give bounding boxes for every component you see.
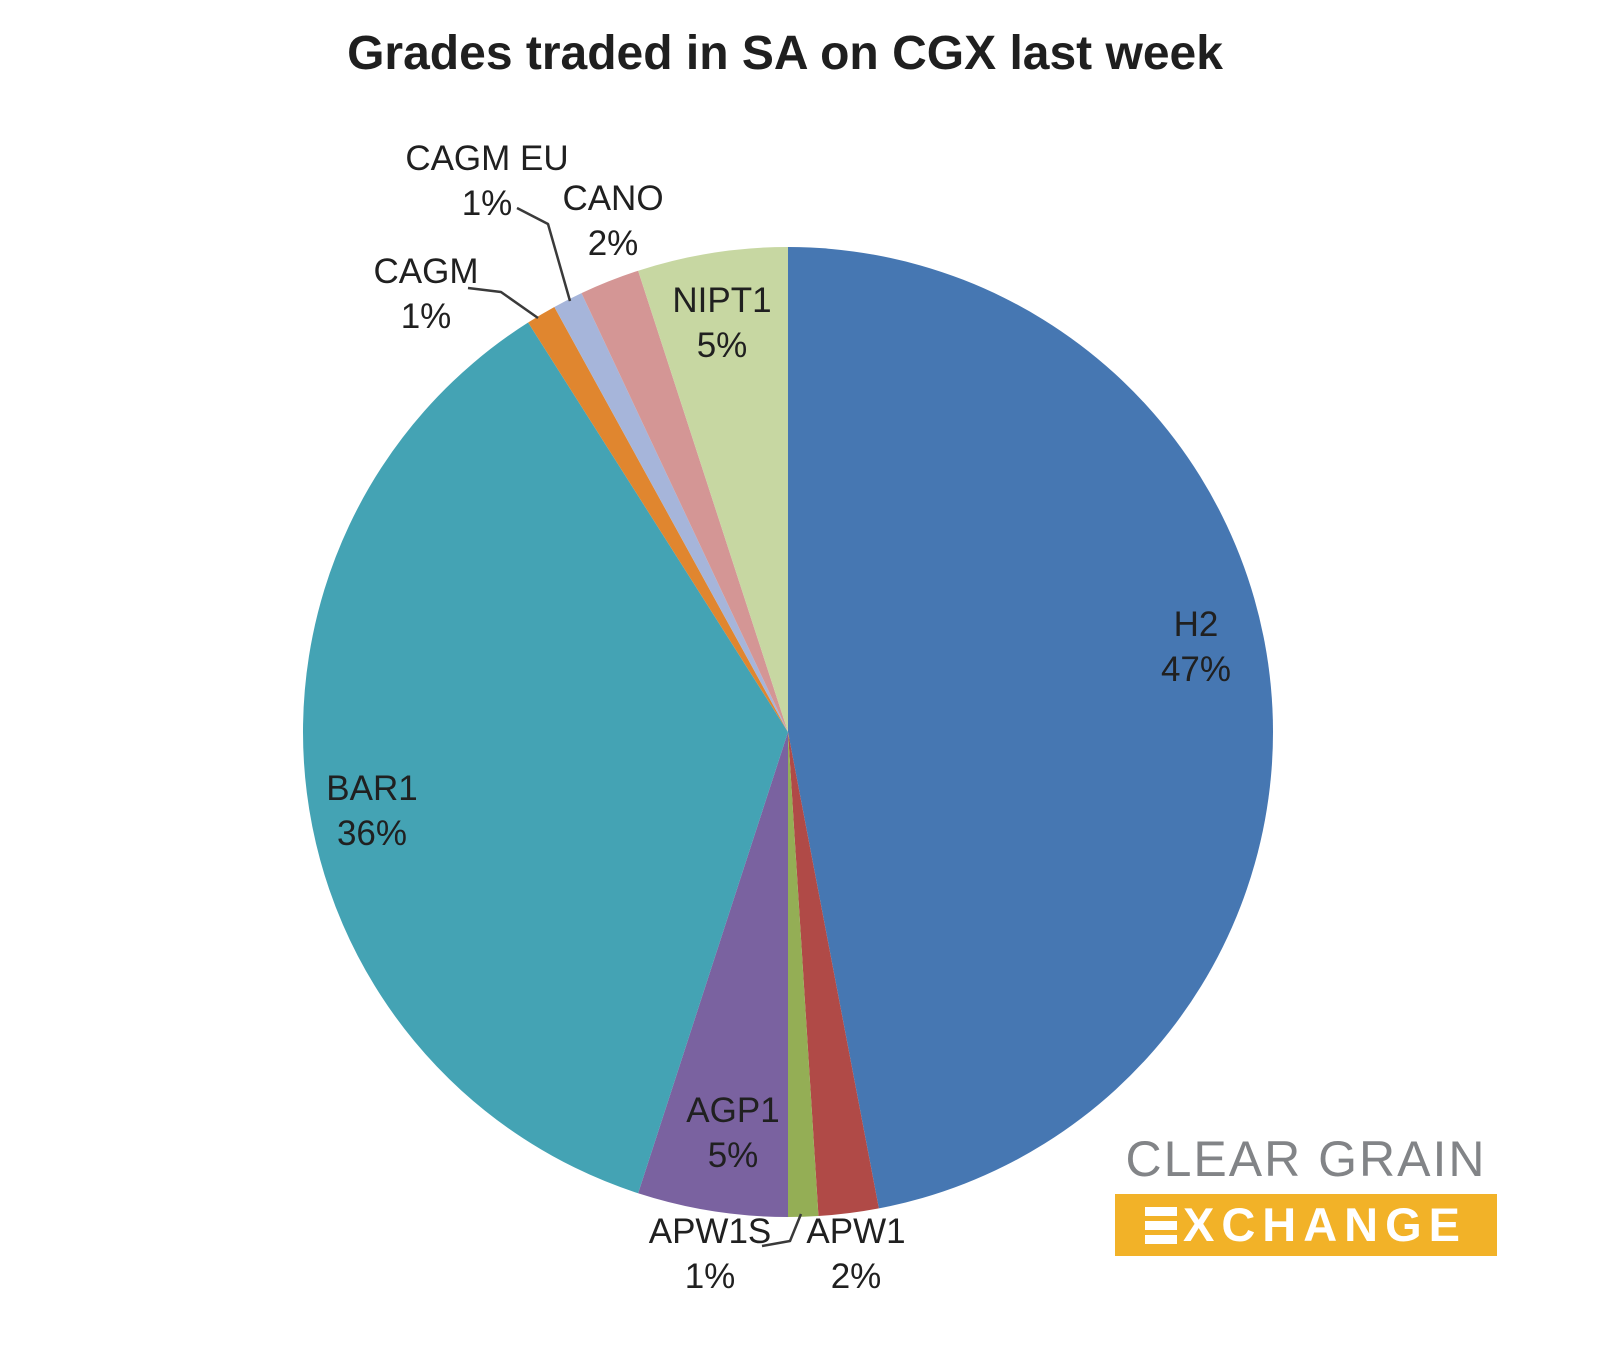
slice-label-cano: CANO 2% [562, 179, 663, 263]
slice-label-bar1: BAR1 36% [326, 769, 417, 853]
pie-slice-bar1 [302, 322, 788, 1194]
pie-slice-apw1s [788, 732, 819, 1217]
pie-slice-apw1 [788, 732, 879, 1217]
pie-slice-cagm [528, 306, 788, 732]
slice-label-h2: H2 47% [1161, 605, 1231, 689]
pie-slice-nipt1 [638, 247, 788, 732]
logo-clear-grain-text: CLEAR GRAIN [1125, 1131, 1487, 1187]
slice-label-apw1: APW1 2% [806, 1212, 905, 1296]
leader-line-cagm-eu [516, 206, 572, 302]
leader-line-apw1s [761, 1213, 803, 1248]
logo-exchange-banner: XCHANGE [1115, 1194, 1497, 1256]
leader-line-cagm [467, 286, 539, 320]
pie-slice-cano [581, 270, 788, 732]
slice-label-nipt1: NIPT1 5% [672, 281, 771, 365]
cgx-logo: CLEAR GRAIN XCHANGE [1115, 1130, 1497, 1256]
pie-slice-cagm-eu [554, 293, 788, 732]
slice-label-cagm-eu: CAGM EU 1% [405, 139, 568, 223]
slice-label-agp1: AGP1 5% [686, 1091, 779, 1175]
logo-e-bars-icon [1144, 1206, 1177, 1244]
logo-exchange-text: XCHANGE [1182, 1198, 1468, 1251]
chart-title: Grades traded in SA on CGX last week [347, 27, 1223, 80]
slice-label-cagm: CAGM 1% [374, 252, 479, 336]
pie-slice-agp1 [638, 732, 788, 1217]
slice-label-apw1s: APW1S 1% [649, 1212, 772, 1296]
pie-slice-h2 [788, 247, 1274, 1209]
